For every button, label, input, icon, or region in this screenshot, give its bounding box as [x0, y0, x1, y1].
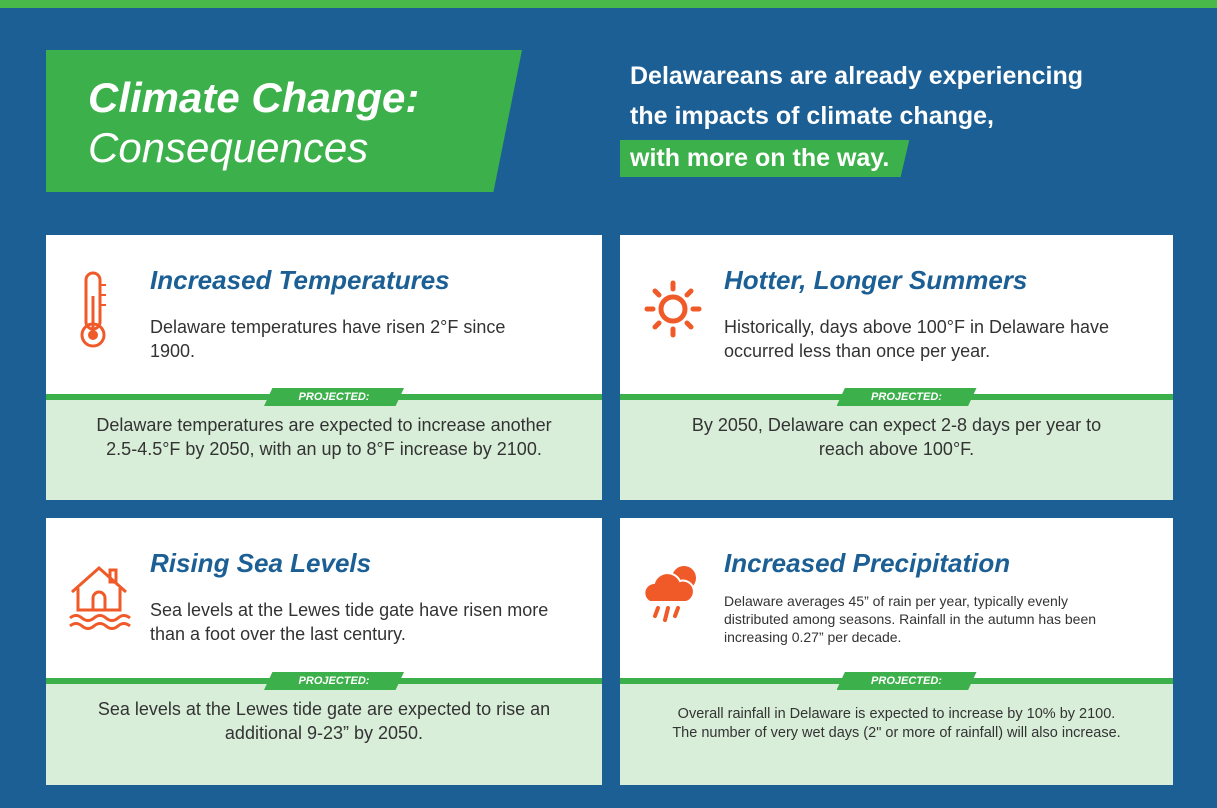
card: PROJECTED: Hotter, Longer Summers Historic…: [620, 235, 1173, 500]
subtitle-highlight: with more on the way.: [620, 140, 910, 177]
card-projection: By 2050, Delaware can expect 2-8 days pe…: [691, 415, 1102, 459]
card-description: Delaware temperatures have risen 2°F sin…: [150, 317, 506, 361]
projection-panel: [620, 397, 1173, 500]
title-box: Climate Change: Consequences: [46, 50, 522, 192]
subtitle: the impacts of climate change,: [630, 102, 994, 130]
projected-label: PROJECTED:: [264, 388, 404, 406]
icon: [64, 554, 134, 639]
subtitle: Delawareans are already experiencing: [630, 62, 1084, 90]
card-description: Sea levels at the Lewes tide gate have r…: [150, 600, 549, 644]
card-title: Increased Precipitation: [724, 548, 1011, 578]
card: PROJECTED: Increased Temperatures Delaware…: [46, 235, 602, 500]
title: Consequences: [88, 124, 369, 171]
projected-label: PROJECTED:: [836, 672, 977, 690]
title: Climate Change:: [88, 74, 420, 121]
projected-label: PROJECTED:: [836, 388, 977, 406]
projection-panel: [46, 681, 602, 785]
icon: [638, 271, 708, 346]
icon: [638, 554, 708, 639]
card-projection: Overall rainfall in Delaware is expected…: [672, 706, 1121, 741]
card-title: Increased Temperatures: [150, 265, 450, 295]
card-projection: Sea levels at the Lewes tide gate are ex…: [97, 699, 551, 743]
top-bar: [0, 0, 1217, 8]
card: PROJECTED: Increased Precipitation Delawar…: [620, 518, 1173, 785]
projection-panel: [620, 681, 1173, 785]
card: PROJECTED: Rising Sea Levels Sea levels at…: [46, 518, 602, 785]
icon: [64, 271, 124, 356]
card-description: Historically, days above 100°F in Delawa…: [724, 317, 1110, 361]
card-title: Rising Sea Levels: [150, 548, 372, 578]
projected-label: PROJECTED:: [264, 672, 404, 690]
card-projection: Delaware temperatures are expected to in…: [96, 415, 552, 459]
card-title: Hotter, Longer Summers: [724, 265, 1028, 295]
projection-panel: [46, 397, 602, 500]
card-description: Delaware averages 45” of rain per year, …: [724, 593, 1097, 645]
